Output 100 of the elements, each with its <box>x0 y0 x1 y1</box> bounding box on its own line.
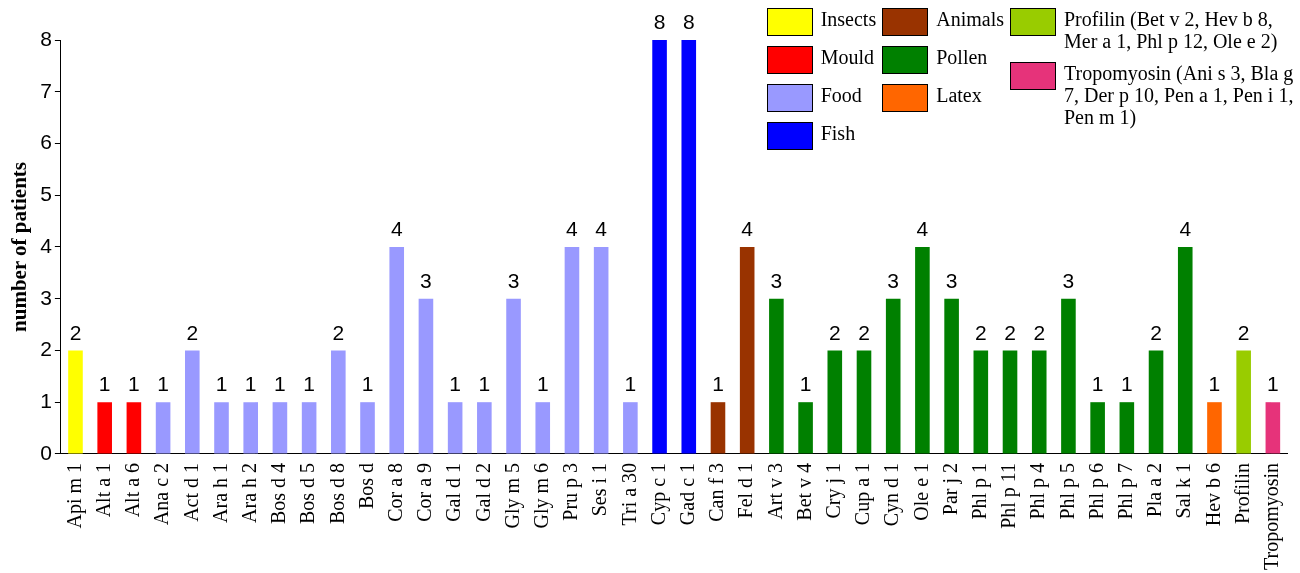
bar <box>185 350 200 454</box>
x-tick-label: Ara h 2 <box>237 462 260 523</box>
data-label: 1 <box>1208 372 1221 396</box>
data-label: 2 <box>186 320 199 344</box>
bar <box>1002 350 1018 454</box>
x-tick-label: Gal d 1 <box>442 462 465 522</box>
bar <box>331 350 346 454</box>
x-tick-label: Phl p 6 <box>1084 462 1108 520</box>
bar <box>301 402 317 454</box>
bar <box>68 350 83 454</box>
data-label: 1 <box>536 372 549 396</box>
bar <box>710 402 726 454</box>
x-tick-label: Cup a 1 <box>851 462 875 526</box>
data-label: 4 <box>390 217 403 241</box>
x-tick-label: Bos d 8 <box>325 462 348 525</box>
bar <box>477 402 492 454</box>
data-label: 1 <box>712 372 724 396</box>
bar <box>564 246 580 454</box>
x-tick-label: Gad c 1 <box>676 462 699 526</box>
data-label: 1 <box>1091 372 1104 396</box>
x-tick-label: Bos d 4 <box>267 462 290 525</box>
x-tick-label: Cyn d 1 <box>880 462 904 527</box>
y-tick-label: 7 <box>40 78 52 102</box>
y-tick-label: 1 <box>40 388 52 412</box>
data-label: 1 <box>274 372 286 396</box>
x-tick-label: Alt a 6 <box>121 462 144 518</box>
y-tick-label: 5 <box>40 182 52 206</box>
legend-label: Latex <box>936 84 982 106</box>
bar <box>798 402 813 454</box>
data-label: 1 <box>1267 372 1279 396</box>
data-label: 3 <box>507 269 520 292</box>
data-label: 8 <box>653 10 666 34</box>
x-tick-label: Cor a 8 <box>383 462 406 522</box>
bar <box>126 402 142 454</box>
data-label: 3 <box>420 269 432 292</box>
bar <box>1207 402 1222 454</box>
y-tick-label: 6 <box>40 130 52 154</box>
data-label: 4 <box>741 217 754 241</box>
data-label: 1 <box>624 372 637 396</box>
data-label: 1 <box>128 372 140 396</box>
x-tick-label: Gly m 5 <box>500 462 524 529</box>
y-tick-label: 2 <box>40 337 52 361</box>
bar <box>652 40 667 454</box>
bar <box>155 402 171 454</box>
x-tick-label: Act d 1 <box>179 462 202 522</box>
bar <box>97 402 112 454</box>
data-label: 2 <box>1237 320 1250 344</box>
x-tick-label: Ses i 1 <box>588 462 611 517</box>
bar <box>360 402 375 454</box>
data-label: 2 <box>828 320 841 344</box>
legend-label: Food <box>820 84 862 106</box>
x-tick-label: Cry j 1 <box>822 462 846 519</box>
bar <box>1031 350 1047 454</box>
x-tick-label: Hev b 6 <box>1201 462 1224 527</box>
x-tick-label: Tri a 30 <box>617 462 640 526</box>
x-tick-label: Api m 1 <box>62 462 86 529</box>
bar <box>1090 402 1105 454</box>
bar <box>681 40 697 454</box>
bar <box>1177 246 1193 454</box>
data-label: 1 <box>478 372 491 396</box>
x-tick-label: Ana c 2 <box>150 462 173 526</box>
bar <box>1061 298 1076 454</box>
bar <box>243 402 259 454</box>
x-tick-label: Phl p 1 <box>968 462 992 520</box>
legend-label: Animals <box>936 8 1004 30</box>
x-tick-label: Tropomyosin <box>1260 462 1284 571</box>
x-tick-label: Pru p 3 <box>559 462 583 521</box>
x-tick-label: Ole e 1 <box>909 462 932 521</box>
data-label: 1 <box>215 372 228 396</box>
legend-label: Profilin (Bet v 2, Hev b 8, Mer a 1, Phl p 12, Ole e 2) <box>1064 8 1279 52</box>
bar <box>1148 350 1164 454</box>
x-tick-label: Bos d 5 <box>296 462 319 525</box>
bar <box>973 350 989 454</box>
bar <box>915 246 930 454</box>
x-tick-label: Profilin <box>1230 462 1253 525</box>
x-tick-label: Gly m 6 <box>530 462 553 529</box>
data-label: 2 <box>69 320 82 344</box>
data-label: 4 <box>595 217 608 241</box>
bar <box>389 246 405 454</box>
data-label: 1 <box>1120 372 1133 396</box>
x-tick-label: Alt a 1 <box>91 462 114 518</box>
bar <box>506 298 521 454</box>
x-tick-label: Phl p 11 <box>997 462 1021 529</box>
x-tick-label: Cor a 9 <box>413 462 436 522</box>
x-tick-label: Sal k 1 <box>1172 462 1195 519</box>
x-tick-label: Phl p 7 <box>1114 462 1138 520</box>
data-label: 2 <box>332 320 345 344</box>
bar <box>769 298 784 454</box>
data-label: 1 <box>361 372 374 396</box>
bar <box>827 350 843 454</box>
data-label: 4 <box>566 217 579 241</box>
x-tick-label: Ara h 1 <box>208 462 231 523</box>
data-label: 3 <box>770 269 783 292</box>
bar <box>1236 350 1251 454</box>
data-label: 1 <box>244 372 257 396</box>
data-label: 8 <box>682 10 695 34</box>
bar <box>944 298 959 454</box>
data-label: 1 <box>303 372 315 396</box>
data-label: 2 <box>1150 320 1162 344</box>
bar <box>418 298 434 454</box>
